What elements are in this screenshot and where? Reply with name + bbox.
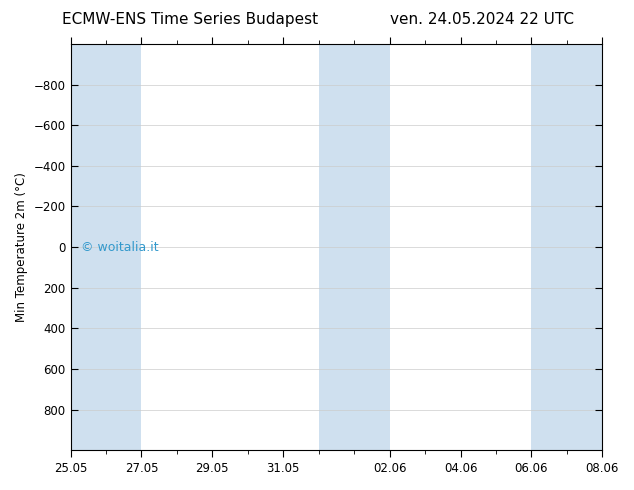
Bar xyxy=(531,44,602,450)
Text: ven. 24.05.2024 22 UTC: ven. 24.05.2024 22 UTC xyxy=(390,12,574,27)
Text: © woitalia.it: © woitalia.it xyxy=(81,241,158,254)
Text: ECMW-ENS Time Series Budapest: ECMW-ENS Time Series Budapest xyxy=(62,12,318,27)
Bar xyxy=(319,44,390,450)
Bar xyxy=(70,44,141,450)
Y-axis label: Min Temperature 2m (°C): Min Temperature 2m (°C) xyxy=(15,172,28,322)
